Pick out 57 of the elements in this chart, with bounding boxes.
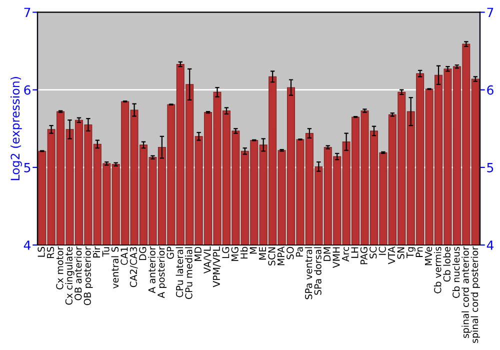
x-tick-label: Cb lobe — [443, 246, 450, 282]
x-tick-label: MVe — [425, 246, 432, 266]
x-tick-label: Tg — [406, 247, 416, 258]
y-tick-label: 5 — [24, 163, 30, 172]
x-tick-label: Hb — [240, 246, 248, 259]
x-tick-label: ME — [259, 246, 266, 260]
x-tick-label: LG — [222, 247, 230, 258]
x-tick-label: Cb vermis — [434, 246, 442, 294]
x-tick-label: CPu medial — [185, 247, 192, 300]
y-axis-title: Log2 (expression) — [10, 77, 22, 180]
x-tick-label: MG — [231, 247, 238, 261]
x-tick-label: Cx cingulate — [65, 246, 74, 305]
x-tick-label: SC — [370, 246, 377, 258]
x-tick-label: GP — [166, 246, 174, 259]
x-tick-label: PAG — [360, 247, 368, 264]
x-tick-label: ventral S — [111, 246, 119, 288]
x-tick-label: MD — [194, 246, 202, 261]
x-tick-label: LH — [351, 247, 358, 258]
x-tick-label: VPM/VPL — [212, 246, 221, 288]
x-tick-label: spinal cord posterior — [470, 246, 480, 343]
x-tick-label: Tu — [102, 247, 110, 257]
x-tick-label: SPa dorsal — [314, 247, 322, 295]
y2-tick-label: 5 — [487, 163, 494, 172]
x-tick-label: CA2/CA3 — [130, 247, 138, 288]
y-tick-label: 4 — [24, 240, 31, 250]
x-tick-label: Cx motor — [56, 246, 64, 290]
x-tick-label: Arc — [342, 246, 350, 262]
x-tick-label: IC — [378, 246, 386, 255]
y-tick-label: 6 — [24, 85, 30, 95]
y-tick-label: 7 — [24, 8, 30, 17]
x-tick-label: DG — [139, 247, 146, 260]
x-tick-label: A anterior — [148, 246, 156, 294]
x-tick-label: VA/VL — [204, 246, 212, 274]
x-tick-label: DM — [324, 247, 330, 261]
y2-tick-label: 4 — [486, 240, 494, 250]
x-tick-label: SN — [397, 247, 404, 259]
x-tick-label: RS — [46, 246, 54, 258]
y2-tick-label: 6 — [487, 85, 494, 95]
x-tick-label: VTA — [388, 246, 396, 264]
x-tick-label: A posterior — [157, 246, 167, 298]
x-tick-label: Cb nucleus — [452, 246, 460, 298]
x-tick-label: SCN — [268, 247, 276, 266]
x-tick-label: Pir — [92, 246, 100, 258]
x-tick-label: spinal cord anterior — [462, 246, 471, 338]
x-tick-label: OB posterior — [84, 246, 93, 306]
x-tick-label: CA1 — [120, 247, 128, 265]
x-tick-label: LS — [38, 246, 45, 257]
x-tick-label: SPa ventral — [304, 247, 312, 300]
x-tick-label: M — [250, 247, 257, 254]
y2-tick-label: 7 — [487, 8, 494, 17]
x-tick-label: MPA — [278, 246, 284, 266]
x-tick-label: SO — [286, 246, 294, 260]
x-tick-label: CPu lateral — [176, 247, 184, 298]
x-tick-label: OB anterior — [74, 246, 82, 300]
x-tick-label: Pa — [296, 247, 303, 257]
x-tick-label: Pn — [416, 247, 423, 257]
x-tick-label: VMH — [332, 247, 340, 268]
